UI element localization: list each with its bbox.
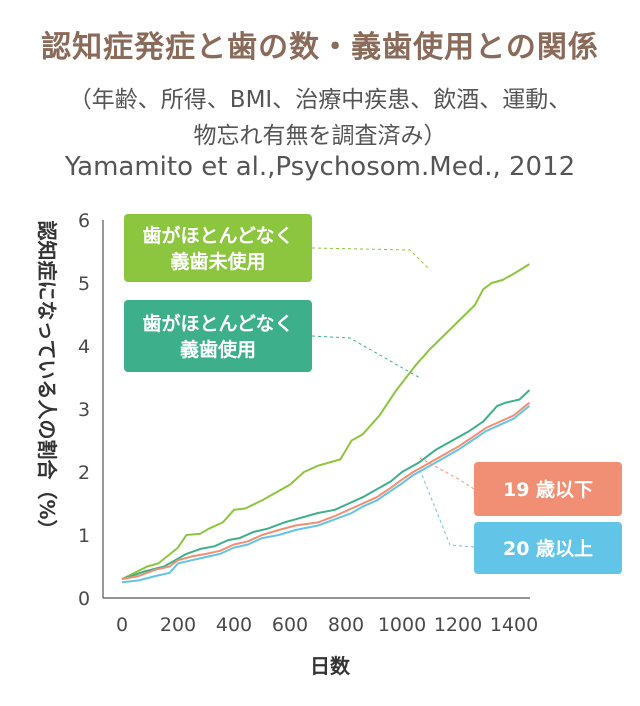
citation: Yamamito et al.,Psychosom.Med., 2012 [64,152,576,182]
series-label-text: 義歯未使用 [170,250,265,273]
x-tick-label: 1400 [490,614,538,636]
label-connector [311,335,421,379]
series-label-text: 義歯使用 [180,338,256,361]
series-label-text: 20 歳以上 [503,538,593,560]
series-label-box [474,462,622,516]
y-tick-label: 3 [78,399,90,421]
x-tick-label: 600 [272,614,308,636]
x-tick-label: 200 [160,614,196,636]
series-line-1 [121,263,530,580]
label-connector [311,247,431,271]
subtitle-line-1: （年齢、所得、BMI、治療中疾患、飲酒、運動、 [68,87,572,113]
y-axis-title: 認知症になっている人の割合（%） [35,220,59,539]
x-tick-label: 1200 [434,614,482,636]
chart-subtitle: （年齢、所得、BMI、治療中疾患、飲酒、運動、 物忘れ有無を調査済み） [20,82,620,154]
y-tick-label: 1 [78,525,90,547]
series-line-3 [121,401,531,581]
series-label-box [124,300,312,372]
series-label-text: 19 歳以下 [503,479,593,501]
series-label-box [124,214,312,282]
y-tick-label: 2 [78,462,90,484]
y-tick-label: 6 [78,210,90,232]
x-tick-label: 800 [328,614,364,636]
x-tick-label: 1000 [378,614,426,636]
series-line-2 [121,389,531,581]
series-label-text: 歯がほとんどなく [142,224,293,247]
label-connector [419,469,475,548]
chart-axes [102,220,530,599]
y-tick-label: 0 [78,588,90,610]
y-tick-label: 4 [78,336,90,358]
tick-labels: 0 1 2 3 4 5 6 0 200 400 600 800 1000 1200 1400 [78,210,538,636]
x-axis-title: 日数 [310,654,351,678]
y-tick-label: 5 [78,273,90,295]
series-line-4 [121,405,531,584]
series-label-box [474,522,622,574]
label-connectors [311,247,475,548]
chart-title: 認知症発症と歯の数・義歯使用との関係 [41,30,599,65]
series-lines [121,263,531,584]
subtitle-line-2: 物忘れ有無を調査済み） [193,123,447,149]
series-label-text: 歯がほとんどなく [142,312,293,335]
x-tick-label: 400 [216,614,252,636]
x-tick-label: 0 [116,614,128,636]
